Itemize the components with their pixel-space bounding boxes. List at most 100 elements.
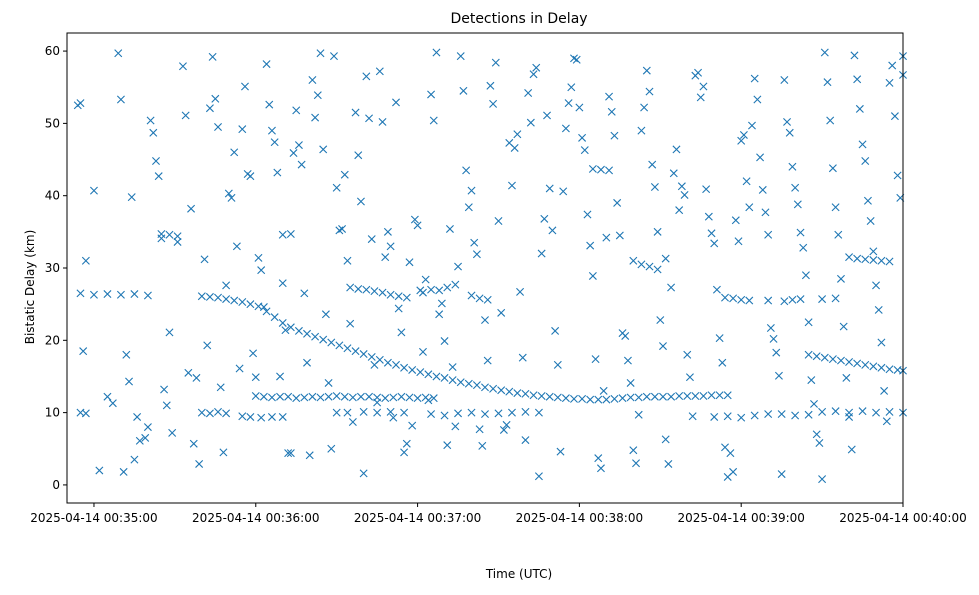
data-point [165,328,174,337]
data-point [222,295,231,304]
data-point [615,231,624,240]
data-point [656,316,665,325]
data-point [329,52,338,61]
data-point [281,326,290,335]
data-point [634,410,643,419]
data-point [629,446,638,455]
data-point [653,227,662,236]
data-point [424,370,433,379]
data-point [246,300,255,309]
data-point [499,425,508,434]
data-point [513,389,522,398]
data-point [365,392,374,401]
data-point [885,257,894,266]
data-point [408,365,417,374]
data-point [197,408,206,417]
data-point [413,221,422,230]
data-point [405,393,414,402]
y-tick-label: 0 [52,478,60,492]
data-point [489,384,498,393]
data-point [613,198,622,207]
data-point [553,393,562,402]
data-point [658,392,667,401]
data-point [602,233,611,242]
data-point [645,87,654,96]
data-point [303,358,312,367]
data-point [365,114,374,123]
data-point [267,412,276,421]
data-point [537,249,546,258]
data-point [259,392,268,401]
data-point [440,337,449,346]
data-point [793,200,802,209]
data-point [529,70,538,79]
data-point [122,350,131,359]
data-point [303,329,312,338]
data-point [885,365,894,374]
data-point [489,99,498,108]
data-point [567,83,576,92]
data-point [300,289,309,298]
data-point [251,373,260,382]
data-point [416,368,425,377]
data-point [564,99,573,108]
data-point [313,91,322,100]
data-point [594,454,603,463]
data-point [694,68,703,77]
data-point [456,52,465,61]
data-point [316,49,325,58]
data-point [764,230,773,239]
series-clutter-band-12-km [251,391,438,403]
data-point [710,412,719,421]
data-point [254,253,263,262]
data-point [262,60,271,69]
x-tick-label: 2025-04-14 00:35:00 [30,511,157,525]
data-point [507,408,516,417]
data-point [216,383,225,392]
data-point [699,82,708,91]
data-point [642,392,651,401]
data-point [189,439,198,448]
data-point [286,230,295,239]
data-point [885,407,894,416]
data-point [502,420,511,429]
data-point [278,412,287,421]
data-point [632,459,641,468]
data-point [262,307,271,316]
data-point [418,347,427,356]
data-point [845,253,854,262]
data-point [804,350,813,359]
data-point [400,408,409,417]
data-point [238,125,247,134]
data-point [594,395,603,404]
data-point [858,407,867,416]
data-point [394,292,403,301]
data-point [669,169,678,178]
data-point [378,288,387,297]
data-point [783,117,792,126]
data-point [561,124,570,133]
data-point [804,410,813,419]
data-point [667,283,676,292]
data-point [467,408,476,417]
data-point [494,409,503,418]
data-point [168,428,177,437]
data-point [853,359,862,368]
data-point [362,72,371,81]
data-point [605,166,614,175]
data-point [286,449,295,458]
x-axis-label: Time (UTC) [485,567,552,581]
data-point [869,256,878,265]
data-point [561,394,570,403]
data-point [214,407,223,416]
data-point [661,435,670,444]
data-point [208,52,217,61]
data-point [227,193,236,202]
data-point [348,418,357,427]
data-point [203,341,212,350]
data-point [381,394,390,403]
data-point [284,392,293,401]
data-point [224,189,233,198]
